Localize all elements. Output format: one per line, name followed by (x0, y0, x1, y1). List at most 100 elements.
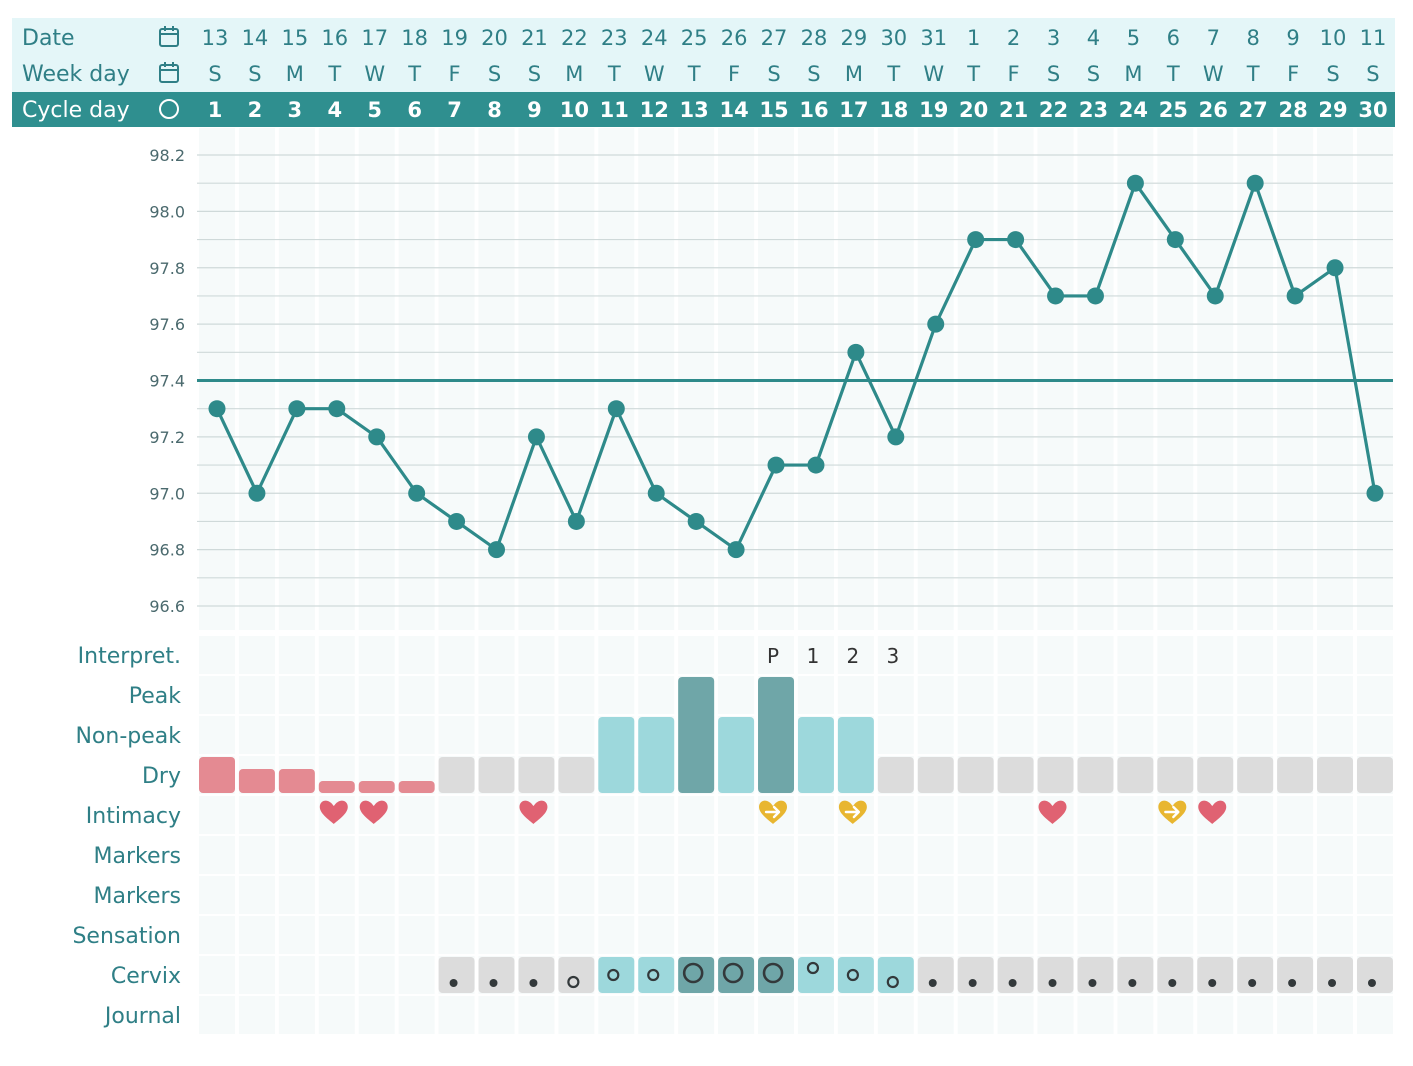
cycle-day-cell[interactable]: 22 (1039, 98, 1068, 122)
cervix-cell[interactable] (1317, 957, 1354, 993)
cycle-day-cell[interactable]: 9 (527, 98, 542, 122)
mucus-bar[interactable] (678, 677, 715, 793)
observation-cell[interactable] (917, 996, 954, 1034)
cervix-cell[interactable] (797, 957, 834, 993)
observation-cell[interactable] (278, 636, 315, 674)
observation-cell[interactable] (478, 876, 515, 914)
observation-cell[interactable] (957, 876, 994, 914)
observation-cell[interactable] (997, 636, 1034, 674)
observation-cell[interactable] (358, 836, 395, 874)
date-cell[interactable]: 11 (1360, 26, 1387, 50)
observation-cell[interactable] (718, 636, 755, 674)
observation-cell[interactable] (1197, 836, 1234, 874)
temperature-point[interactable] (887, 428, 905, 446)
observation-cell[interactable] (797, 916, 834, 954)
observation-cell[interactable] (797, 676, 834, 714)
observation-cell[interactable] (1277, 796, 1314, 834)
date-cell[interactable]: 20 (481, 26, 508, 50)
observation-cell[interactable] (199, 676, 235, 714)
cervix-cell[interactable] (877, 957, 914, 993)
observation-cell[interactable] (718, 836, 755, 874)
observation-cell[interactable] (238, 636, 275, 674)
observation-cell[interactable] (917, 916, 954, 954)
cycle-day-cell[interactable]: 16 (799, 98, 828, 122)
observation-cell[interactable] (478, 636, 515, 674)
cycle-day-cell[interactable]: 18 (879, 98, 908, 122)
observation-cell[interactable] (318, 636, 355, 674)
observation-cell[interactable] (837, 916, 874, 954)
observation-cell[interactable] (837, 676, 874, 714)
observation-cell[interactable] (438, 996, 475, 1034)
observation-cell[interactable] (518, 676, 555, 714)
observation-cell[interactable] (318, 836, 355, 874)
observation-cell[interactable] (797, 636, 834, 674)
mucus-bar[interactable] (797, 717, 834, 793)
observation-cell[interactable] (837, 636, 874, 674)
observation-cell[interactable] (199, 716, 235, 754)
observation-cell[interactable] (478, 676, 515, 714)
observation-cell[interactable] (558, 836, 595, 874)
observation-cell[interactable] (1197, 996, 1234, 1034)
mucus-bar[interactable] (1037, 757, 1074, 793)
observation-cell[interactable] (278, 996, 315, 1034)
date-cell[interactable]: 16 (321, 26, 348, 50)
observation-cell[interactable] (598, 676, 635, 714)
mucus-bar[interactable] (1157, 757, 1194, 793)
observation-cell[interactable] (877, 836, 914, 874)
observation-cell[interactable] (957, 716, 994, 754)
cycle-day-cell[interactable]: 14 (719, 98, 748, 122)
observation-cell[interactable] (278, 956, 315, 994)
observation-cell[interactable] (1077, 996, 1114, 1034)
observation-cell[interactable] (877, 876, 914, 914)
observation-cell[interactable] (558, 636, 595, 674)
observation-cell[interactable] (1317, 676, 1354, 714)
observation-cell[interactable] (318, 876, 355, 914)
observation-cell[interactable] (398, 996, 435, 1034)
cervix-cell[interactable] (1157, 957, 1194, 993)
observation-cell[interactable] (438, 916, 475, 954)
cycle-day-cell[interactable]: 30 (1358, 98, 1387, 122)
observation-cell[interactable] (638, 676, 675, 714)
observation-cell[interactable] (1356, 836, 1393, 874)
date-cell[interactable]: 18 (401, 26, 428, 50)
cycle-day-cell[interactable]: 11 (600, 98, 629, 122)
observation-cell[interactable] (478, 996, 515, 1034)
observation-cell[interactable] (318, 716, 355, 754)
observation-cell[interactable] (1317, 996, 1354, 1034)
observation-cell[interactable] (917, 876, 954, 914)
cervix-cell[interactable] (1197, 957, 1234, 993)
observation-cell[interactable] (1317, 636, 1354, 674)
observation-cell[interactable] (358, 676, 395, 714)
cycle-day-cell[interactable]: 8 (487, 98, 502, 122)
mucus-bar[interactable] (598, 717, 635, 793)
mucus-bar[interactable] (758, 677, 795, 793)
observation-cell[interactable] (1277, 876, 1314, 914)
observation-cell[interactable] (238, 676, 275, 714)
observation-cell[interactable] (1117, 636, 1154, 674)
observation-cell[interactable] (1237, 796, 1274, 834)
cervix-cell[interactable] (638, 957, 675, 993)
mucus-bar[interactable] (278, 769, 315, 793)
observation-cell[interactable] (199, 836, 235, 874)
date-cell[interactable]: 28 (801, 26, 828, 50)
mucus-bar[interactable] (1197, 757, 1234, 793)
observation-cell[interactable] (398, 876, 435, 914)
observation-cell[interactable] (398, 716, 435, 754)
observation-cell[interactable] (199, 916, 235, 954)
cycle-day-cell[interactable]: 26 (1199, 98, 1228, 122)
cervix-cell[interactable] (1077, 957, 1114, 993)
date-cell[interactable]: 21 (521, 26, 548, 50)
cervix-cell[interactable] (1237, 957, 1274, 993)
cervix-cell[interactable] (1277, 957, 1314, 993)
date-cell[interactable]: 27 (761, 26, 788, 50)
observation-cell[interactable] (957, 676, 994, 714)
heart-icon[interactable] (1038, 800, 1067, 824)
cervix-cell[interactable] (558, 957, 595, 993)
observation-cell[interactable] (638, 636, 675, 674)
observation-cell[interactable] (358, 996, 395, 1034)
observation-cell[interactable] (199, 636, 235, 674)
cervix-cell[interactable] (1037, 957, 1074, 993)
observation-cell[interactable] (1237, 716, 1274, 754)
observation-cell[interactable] (398, 956, 435, 994)
cycle-day-cell[interactable]: 25 (1159, 98, 1188, 122)
